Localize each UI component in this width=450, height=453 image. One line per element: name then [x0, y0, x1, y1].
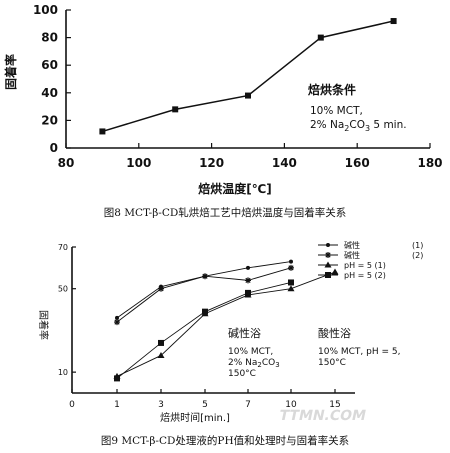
fig8-y-axis-label: 固着率: [3, 54, 18, 90]
fig9-x-tick-label: 7: [245, 400, 251, 410]
fig9-acid-line1: 10% MCT, pH = 5,: [318, 347, 400, 357]
fig9-legend-label: 碱性: [344, 240, 360, 250]
fig9-alkaline-annotation: 碱性浴 10% MCT, 2% Na2CO3 150°C: [228, 326, 280, 379]
fig8-axes: [65, 10, 430, 149]
fig9-acid-line2: 150°C: [318, 358, 346, 368]
fig9-legend-label: pH = 5 (1): [344, 261, 386, 270]
fig9-acid-title: 酸性浴: [318, 326, 351, 340]
fig9-alkaline-line3: 150°C: [228, 369, 256, 379]
fig9-alkaline-line1: 10% MCT,: [228, 347, 273, 357]
fig9-data-point: [288, 264, 294, 271]
fig9-chart: 固着率 0 1 3 5 7 10 15 10 50 70 碱性 (1) 碱性 (2) pH = 5 (1…: [37, 240, 423, 424]
fig8-y-tick-label: 40: [41, 86, 58, 100]
fig9-data-point: [115, 315, 119, 320]
fig9-data-point: [114, 319, 120, 326]
fig8-data-point: [317, 34, 324, 41]
fig9-legend-item: pH = 5 (1): [318, 261, 386, 270]
fig8-x-tick-label: 160: [345, 156, 370, 170]
fig9-x-ticks: 0 1 3 5 7 10 15: [69, 389, 341, 410]
fig9-legend-marker: [325, 252, 331, 258]
fig9-legend-item: 碱性 (1): [318, 240, 423, 250]
fig9-data-point: [331, 268, 339, 275]
fig9-data-point: [246, 265, 250, 270]
fig9-acid-annotation: 酸性浴 10% MCT, pH = 5, 150°C: [318, 326, 400, 368]
fig9-axes: [71, 247, 355, 394]
watermark: TTMN.COM: [278, 408, 368, 424]
fig9-y-tick-label: 50: [58, 285, 68, 294]
fig9-legend-item: pH = 5 (2): [318, 271, 386, 280]
fig9-legend-label: 碱性: [344, 250, 360, 260]
fig8-series: [99, 18, 397, 135]
fig8-y-tick-label: 0: [50, 141, 58, 155]
fig9-y-ticks: 10 50 70: [58, 243, 76, 377]
fig9-y-axis-label: 固着率: [37, 310, 50, 340]
fig9-data-point: [245, 277, 251, 284]
fig8-x-tick-label: 80: [58, 156, 75, 170]
fig9-x-tick-label: 3: [158, 400, 164, 410]
fig8-annotation: 焙烘条件 10% MCT, 2% Na2CO3 5 min.: [308, 82, 407, 133]
fig8-y-tick-label: 100: [33, 3, 58, 17]
fig9-legend-item: 碱性 (2): [318, 250, 423, 260]
fig9-legend-marker: [324, 261, 332, 268]
fig9-legend-tag: (1): [412, 241, 423, 250]
fig8-chart: 固着率 80 100 120 140 160 180 0 20 40 60 80 100 焙烘条件 …: [3, 3, 443, 196]
fig9-x-tick-label: 5: [202, 400, 208, 410]
fig9-data-point: [158, 339, 164, 346]
fig9-x-axis-label: 焙烘时间[min.]: [160, 411, 230, 424]
fig9-legend-marker: [325, 272, 331, 278]
fig9-x-tick-label: 0: [69, 400, 75, 410]
fig9-data-point: [288, 279, 294, 286]
fig8-x-tick-label: 180: [417, 156, 442, 170]
fig9-legend-label: pH = 5 (2): [344, 271, 386, 280]
fig9-legend: 碱性 (1) 碱性 (2) pH = 5 (1)pH = 5 (2): [318, 240, 423, 280]
fig9-y-tick-label: 70: [58, 243, 68, 252]
fig8-y-tick-label: 20: [41, 113, 58, 127]
fig9-data-point: [202, 273, 208, 280]
fig8-caption: 图8 MCT-β-CD轧烘焙工艺中焙烘温度与固着率关系: [103, 207, 347, 219]
fig9-data-point: [245, 289, 251, 296]
fig9-alkaline-title: 碱性浴: [228, 326, 261, 340]
fig9-data-point: [287, 285, 295, 292]
fig8-x-tick-label: 100: [126, 156, 151, 170]
fig9-legend-marker: [326, 243, 330, 247]
fig9-alkaline-line2: 2% Na2CO3: [228, 358, 280, 369]
fig9-y-tick-label: 10: [58, 368, 68, 377]
fig8-x-tick-label: 120: [199, 156, 224, 170]
fig8-data-point: [172, 106, 179, 113]
fig8-x-tick-label: 140: [272, 156, 297, 170]
fig9-caption: 图9 MCT-β-CD处理液的PH值和处理时与固着率关系: [100, 435, 350, 447]
fig9-data-point: [158, 285, 164, 292]
fig9-data-point: [289, 259, 293, 264]
fig8-y-ticks: 0 20 40 60 80 100: [33, 3, 71, 155]
fig8-annotation-title: 焙烘条件: [308, 82, 356, 97]
fig8-y-tick-label: 60: [41, 58, 58, 72]
fig9-legend-tag: (2): [412, 251, 423, 260]
fig9-series-line-3: [116, 271, 336, 377]
fig8-y-tick-label: 80: [41, 31, 58, 45]
fig8-x-ticks: 80 100 120 140 160 180: [58, 143, 443, 170]
fig9-series: [113, 259, 339, 382]
fig9-x-tick-label: 15: [329, 400, 340, 410]
fig8-data-point: [390, 18, 397, 25]
fig9-data-point: [114, 375, 120, 382]
fig8-annotation-line2: 2% Na2CO3 5 min.: [310, 119, 407, 133]
fig8-data-point: [245, 92, 251, 99]
fig9-data-point: [157, 351, 165, 358]
fig8-x-axis-label: 焙烘温度[℃]: [198, 181, 272, 196]
fig9-x-tick-label: 1: [114, 400, 120, 410]
fig9-data-point: [202, 308, 208, 315]
fig8-data-point: [99, 128, 106, 135]
fig8-annotation-line1: 10% MCT,: [310, 105, 363, 117]
fig9-x-tick-label: 10: [285, 400, 297, 410]
